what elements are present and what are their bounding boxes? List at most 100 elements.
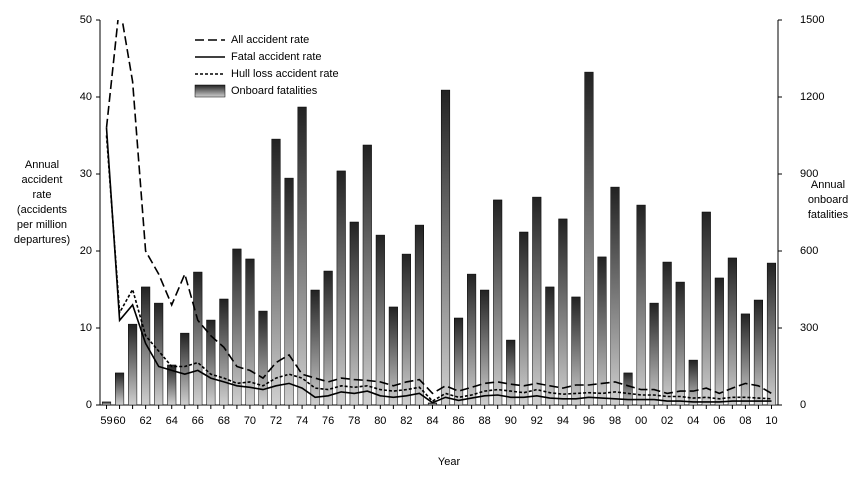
y2-tick-label: 600 bbox=[800, 245, 818, 257]
x-tick-label: 92 bbox=[531, 415, 543, 427]
y2-tick-label: 300 bbox=[800, 322, 818, 334]
x-tick-label: 70 bbox=[244, 415, 256, 427]
bar bbox=[193, 271, 203, 406]
bar bbox=[584, 71, 594, 406]
x-tick-label: 04 bbox=[687, 415, 699, 427]
x-tick-label: 98 bbox=[609, 415, 621, 427]
y-tick-label: 40 bbox=[80, 91, 92, 103]
bar bbox=[597, 256, 607, 406]
bar bbox=[714, 277, 724, 406]
bar bbox=[623, 372, 633, 406]
x-tick-label: 60 bbox=[113, 415, 125, 427]
bar bbox=[688, 359, 698, 406]
x-tick-label: 64 bbox=[166, 415, 178, 427]
bar bbox=[271, 138, 281, 406]
x-tick-label: 86 bbox=[452, 415, 464, 427]
bar bbox=[740, 313, 750, 406]
x-tick-label: 66 bbox=[192, 415, 204, 427]
y-axis-title: departures) bbox=[14, 234, 70, 246]
bar bbox=[115, 372, 125, 406]
legend-label: All accident rate bbox=[231, 34, 309, 46]
bar bbox=[206, 319, 216, 406]
bar bbox=[440, 89, 451, 406]
y2-tick-label: 0 bbox=[800, 399, 806, 411]
bar bbox=[401, 253, 411, 406]
bar bbox=[558, 218, 568, 406]
bar bbox=[336, 170, 346, 406]
legend-label: Hull loss accident rate bbox=[231, 68, 339, 80]
bar bbox=[388, 306, 398, 406]
x-tick-label: 59 bbox=[100, 415, 112, 427]
x-tick-label: 90 bbox=[505, 415, 517, 427]
y2-tick-label: 900 bbox=[800, 168, 818, 180]
x-tick-label: 08 bbox=[739, 415, 751, 427]
bar bbox=[675, 281, 685, 406]
x-tick-label: 06 bbox=[713, 415, 725, 427]
y-tick-label: 20 bbox=[80, 245, 92, 257]
bar bbox=[232, 248, 242, 406]
y2-axis-title: Annual bbox=[811, 179, 845, 191]
x-tick-label: 76 bbox=[322, 415, 334, 427]
x-tick-label: 62 bbox=[140, 415, 152, 427]
y-axis-title: per million bbox=[17, 219, 67, 231]
x-tick-label: 00 bbox=[635, 415, 647, 427]
bar bbox=[467, 273, 477, 406]
line bbox=[105, 20, 772, 395]
bar bbox=[297, 106, 307, 406]
bar bbox=[727, 257, 737, 406]
y2-axis-title: onboard bbox=[808, 194, 848, 206]
y-axis-title: (accidents bbox=[17, 204, 68, 216]
bar bbox=[571, 296, 581, 406]
bar bbox=[649, 302, 659, 406]
bar bbox=[141, 286, 151, 406]
bar bbox=[180, 332, 190, 406]
x-tick-label: 78 bbox=[348, 415, 360, 427]
y2-tick-label: 1200 bbox=[800, 91, 824, 103]
y-tick-label: 50 bbox=[80, 14, 92, 26]
y2-axis-title: fatalities bbox=[808, 209, 849, 221]
bar bbox=[414, 224, 424, 406]
x-tick-label: 68 bbox=[218, 415, 230, 427]
y-tick-label: 30 bbox=[80, 168, 92, 180]
x-tick-label: 96 bbox=[583, 415, 595, 427]
x-tick-label: 84 bbox=[426, 415, 438, 427]
x-tick-label: 94 bbox=[557, 415, 569, 427]
bar bbox=[167, 364, 177, 406]
legend-label: Onboard fatalities bbox=[231, 85, 318, 97]
bar bbox=[323, 270, 333, 406]
bar bbox=[519, 231, 529, 406]
bar bbox=[219, 298, 229, 406]
y-axis-title: Annual bbox=[25, 159, 59, 171]
bar bbox=[245, 258, 255, 406]
bar bbox=[258, 310, 268, 406]
bar bbox=[284, 177, 294, 406]
bar bbox=[375, 234, 385, 406]
y-tick-label: 0 bbox=[86, 399, 92, 411]
bar bbox=[636, 204, 646, 406]
bar bbox=[101, 401, 112, 406]
bar bbox=[362, 144, 372, 406]
x-tick-label: 74 bbox=[296, 415, 308, 427]
bar bbox=[532, 196, 542, 406]
bar bbox=[662, 261, 672, 406]
bar bbox=[766, 262, 777, 406]
bar bbox=[545, 286, 555, 406]
x-tick-label: 80 bbox=[374, 415, 386, 427]
bar bbox=[753, 299, 763, 406]
x-tick-label: 02 bbox=[661, 415, 673, 427]
legend-swatch bbox=[194, 84, 226, 98]
line bbox=[105, 127, 772, 404]
x-tick-label: 72 bbox=[270, 415, 282, 427]
y-axis-title: rate bbox=[33, 189, 52, 201]
y-axis-title: accident bbox=[22, 174, 63, 186]
bar bbox=[493, 199, 503, 406]
bar bbox=[310, 289, 320, 406]
bar bbox=[506, 339, 516, 406]
line bbox=[105, 135, 772, 403]
legend-label: Fatal accident rate bbox=[231, 51, 322, 63]
y2-tick-label: 1500 bbox=[800, 14, 824, 26]
bar bbox=[154, 302, 164, 406]
x-tick-label: 88 bbox=[479, 415, 491, 427]
bar bbox=[701, 211, 711, 406]
